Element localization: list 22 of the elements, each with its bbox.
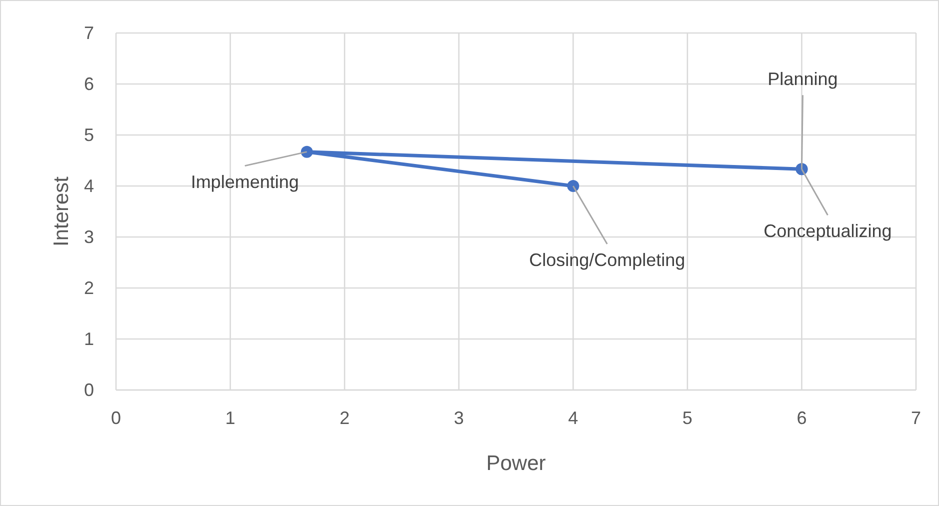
annotation: Planning [768, 69, 838, 90]
x-tick-label: 6 [796, 408, 807, 428]
x-tick-label: 4 [568, 408, 578, 428]
y-tick-label: 3 [84, 227, 94, 247]
x-axis-title: Power [486, 452, 546, 475]
y-tick-label: 5 [84, 125, 94, 145]
x-tick-label: 0 [110, 408, 122, 428]
annotation: Closing/Completing [529, 250, 686, 270]
y-axis-title: Interest [50, 176, 73, 247]
y-tick-label: 2 [84, 278, 94, 298]
y-tick-label: 0 [84, 380, 94, 400]
x-tick-label: 3 [454, 408, 464, 428]
y-tick-label: 6 [84, 74, 94, 94]
x-tick-label: 1 [225, 408, 236, 428]
y-tick-label: 7 [84, 23, 94, 43]
y-tick-label: 1 [84, 329, 94, 349]
annotation: Implementing [190, 172, 299, 192]
annotation: Conceptualizing [764, 221, 892, 242]
x-tick-label: 2 [340, 408, 350, 428]
x-tick-label: 7 [910, 408, 922, 428]
x-tick-label: 5 [682, 408, 692, 428]
y-tick-label: 4 [84, 176, 94, 196]
